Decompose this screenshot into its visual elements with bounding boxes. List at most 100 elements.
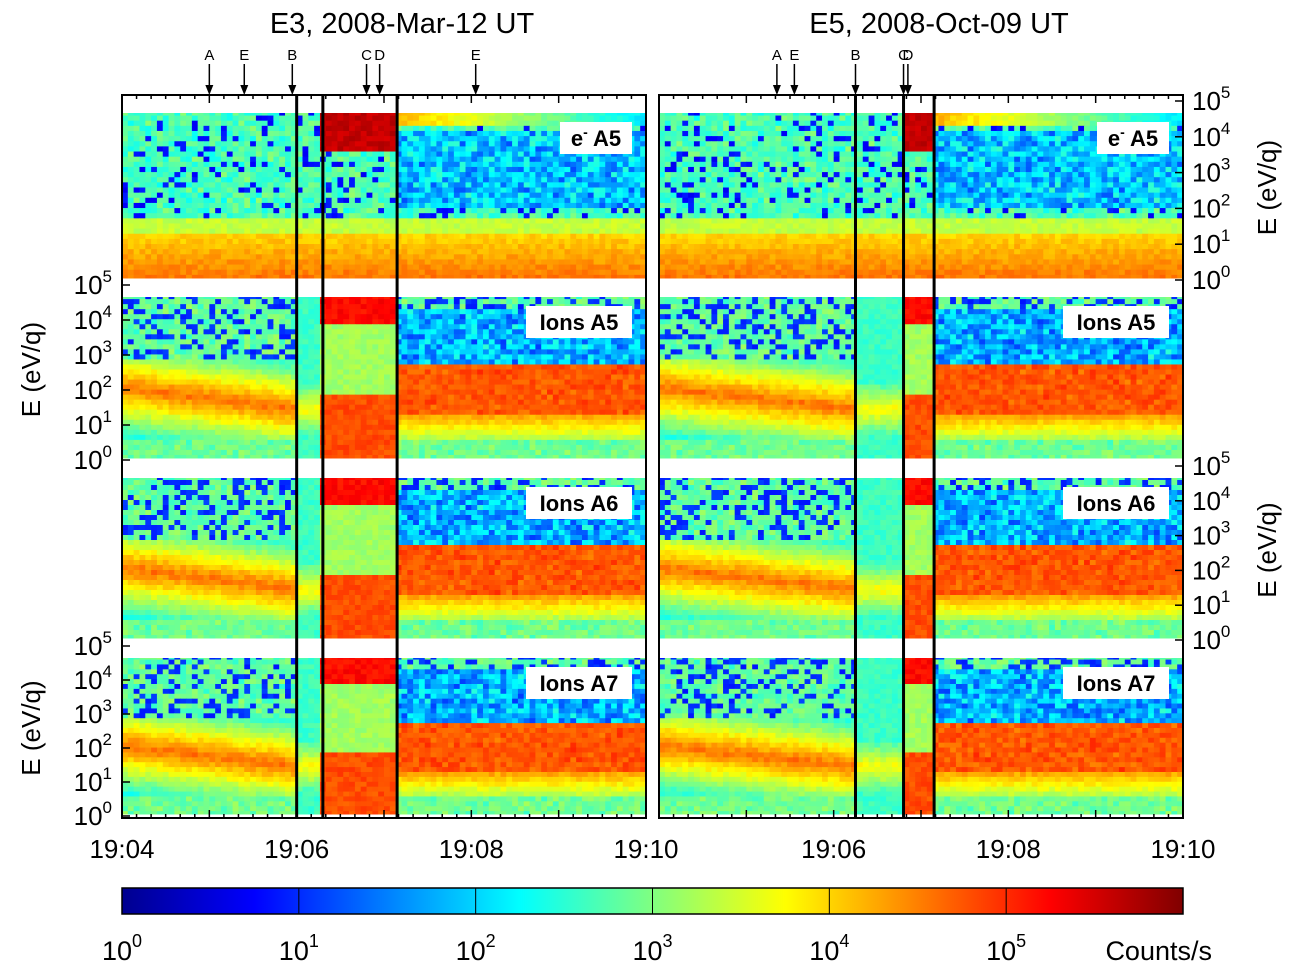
heat-cell <box>547 269 554 276</box>
heat-cell <box>442 177 449 183</box>
heat-cell <box>331 156 338 163</box>
heat-cell <box>197 223 205 230</box>
heat-cell <box>250 238 257 245</box>
heat-cell <box>279 334 286 340</box>
heat-cell <box>424 166 432 173</box>
heat-cell <box>314 161 321 168</box>
heat-cell <box>529 244 536 250</box>
heat-cell <box>191 218 199 224</box>
heat-cell <box>139 319 146 325</box>
heat-cell <box>576 202 583 209</box>
heat-cell <box>285 156 292 163</box>
heat-cell <box>209 136 216 142</box>
heat-cell <box>471 238 478 245</box>
heat-cell <box>640 182 647 188</box>
heat-cell <box>302 259 309 266</box>
heat-cell <box>325 110 333 117</box>
heat-cell <box>448 130 455 137</box>
heat-cell <box>418 299 426 305</box>
heat-cell <box>512 269 519 276</box>
heat-cell <box>162 238 170 245</box>
heat-cell <box>250 151 257 158</box>
heat-cell <box>180 359 187 365</box>
heat-cell <box>215 269 222 276</box>
heat-cell <box>418 309 426 315</box>
heat-cell <box>576 344 583 350</box>
heat-cell <box>407 319 414 325</box>
heat-cell <box>174 136 181 142</box>
heat-cell <box>413 172 420 178</box>
heat-cell <box>640 223 647 230</box>
heat-cell <box>442 192 449 199</box>
heat-cell <box>209 339 216 345</box>
heat-cell <box>547 146 554 153</box>
heat-cell <box>413 314 420 320</box>
heat-cell <box>407 136 414 142</box>
heat-cell <box>558 110 565 117</box>
heat-cell <box>296 115 303 122</box>
heat-cell <box>139 151 146 158</box>
heat-cell <box>261 136 269 142</box>
heat-cell <box>360 324 368 330</box>
heat-cell <box>186 182 193 188</box>
heat-cell <box>308 141 315 147</box>
heat-cell <box>576 172 583 178</box>
heat-cell <box>442 309 449 315</box>
heat-cell <box>215 228 222 235</box>
heat-cell <box>401 218 408 224</box>
heat-cell <box>494 233 501 240</box>
heat-cell <box>122 359 129 365</box>
heat-cell <box>482 249 490 255</box>
heat-cell <box>395 130 402 137</box>
heat-cell <box>238 223 245 230</box>
heat-cell <box>145 334 152 340</box>
heat-cell <box>459 259 467 266</box>
heat-cell <box>424 192 432 199</box>
heat-cell <box>302 244 309 250</box>
heat-cell <box>436 354 443 360</box>
heat-cell <box>395 349 402 355</box>
heat-cell <box>238 324 245 330</box>
heat-cell <box>611 187 618 194</box>
heat-cell <box>407 192 414 199</box>
heat-cell <box>401 369 408 376</box>
heat-cell <box>133 213 140 219</box>
heat-cell <box>587 161 595 168</box>
heat-cell <box>448 339 455 345</box>
heat-cell <box>453 364 461 370</box>
heat-cell <box>628 218 635 224</box>
heat-cell <box>250 274 257 281</box>
heat-cell <box>279 309 286 315</box>
heat-cell <box>605 228 612 235</box>
heat-cell <box>232 187 239 194</box>
heat-cell <box>506 349 513 355</box>
heat-cell <box>558 182 565 188</box>
heat-cell <box>523 120 531 127</box>
heat-cell <box>430 269 437 276</box>
heat-cell <box>343 339 350 345</box>
heat-cell <box>273 354 280 360</box>
heat-cell <box>191 228 199 235</box>
heat-cell <box>360 238 368 245</box>
heat-cell <box>215 238 222 245</box>
heat-cell <box>482 349 490 355</box>
heat-cell <box>191 166 199 173</box>
heat-cell <box>290 197 298 204</box>
heat-cell <box>261 182 269 188</box>
heat-cell <box>296 110 303 117</box>
heat-cell <box>465 314 472 320</box>
heat-cell <box>418 141 426 147</box>
heat-cell <box>430 344 437 350</box>
heat-cell <box>576 223 583 230</box>
heat-cell <box>349 130 356 137</box>
heat-cell <box>587 213 595 219</box>
heat-cell <box>151 110 158 117</box>
heat-cell <box>564 339 571 345</box>
row-label-box <box>560 122 632 154</box>
heat-cell <box>459 223 467 230</box>
heat-cell <box>564 369 571 376</box>
heat-cell <box>145 187 152 194</box>
heat-cell <box>401 166 408 173</box>
heat-cell <box>209 223 216 230</box>
heat-cell <box>477 264 484 271</box>
